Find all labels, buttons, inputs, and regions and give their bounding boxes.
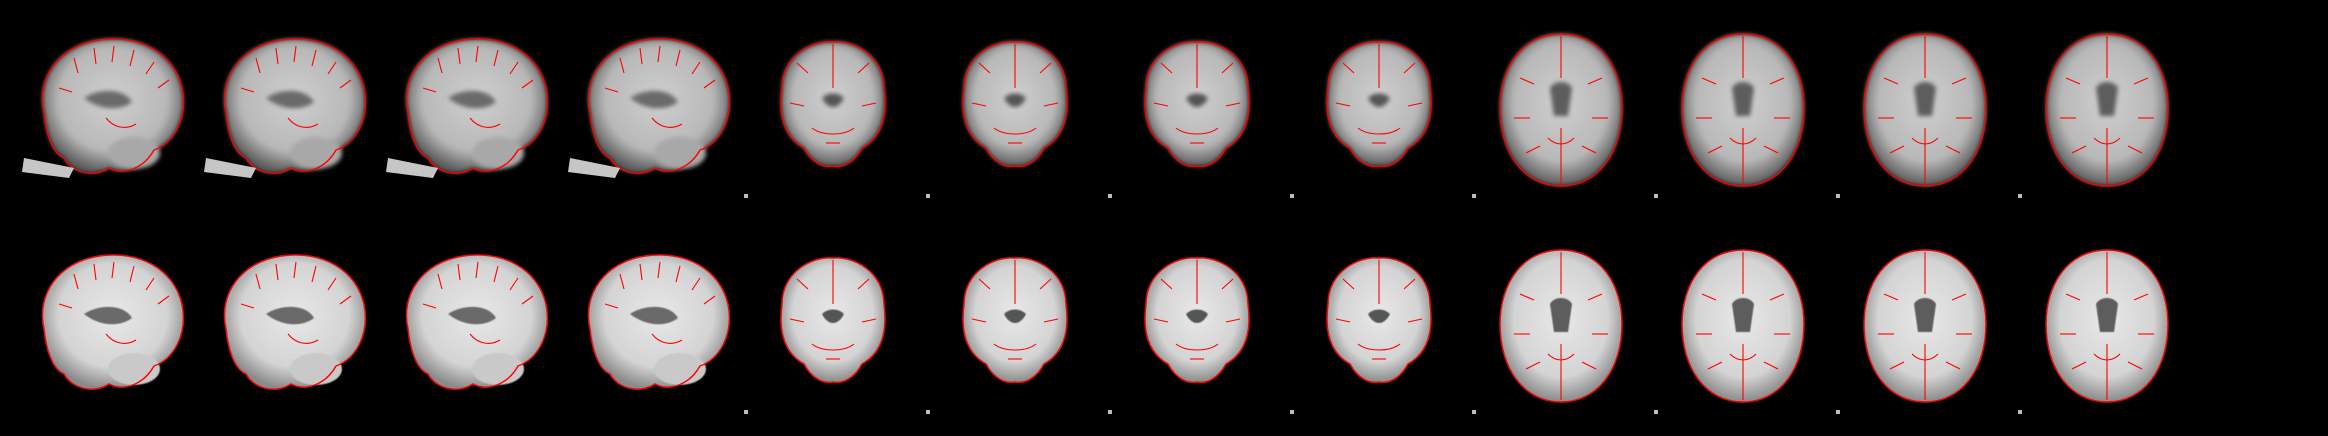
slice-axial-1-11 xyxy=(2016,234,2198,416)
slice-axial-0-11 xyxy=(2016,18,2198,200)
slice-coronal-1-5 xyxy=(924,234,1106,416)
contour-outline xyxy=(1144,41,1250,168)
slice-image-axial xyxy=(1499,249,1623,403)
slice-image-axial xyxy=(1681,249,1805,403)
slice-marker xyxy=(1108,194,1112,198)
contour-outline xyxy=(587,38,730,174)
contour-outline xyxy=(1326,257,1432,384)
contour-outline xyxy=(41,38,184,174)
contour-outline xyxy=(1681,33,1805,187)
contour-outline xyxy=(223,254,366,390)
contour-outline xyxy=(41,254,184,390)
slice-marker xyxy=(1472,194,1476,198)
slice-marker xyxy=(1472,410,1476,414)
contour-outline xyxy=(1681,249,1805,403)
slice-marker xyxy=(1836,194,1840,198)
slice-coronal-0-5 xyxy=(924,18,1106,200)
slice-image-axial xyxy=(1863,33,1987,187)
slice-image-coronal xyxy=(1144,41,1250,168)
slice-sagittal-0-1 xyxy=(196,18,378,200)
slice-axial-0-10 xyxy=(1834,18,2016,200)
slice-marker xyxy=(744,194,748,198)
slice-sagittal-1-0 xyxy=(14,234,196,416)
slice-axial-0-8 xyxy=(1470,18,1652,200)
slice-sagittal-1-3 xyxy=(560,234,742,416)
slice-axial-1-10 xyxy=(1834,234,2016,416)
slice-image-axial xyxy=(1681,33,1805,187)
slice-marker xyxy=(1654,410,1658,414)
contour-outline xyxy=(405,38,548,174)
contour-outline xyxy=(962,41,1068,168)
slice-marker xyxy=(926,194,930,198)
contour-outline xyxy=(1863,33,1987,187)
slice-marker xyxy=(926,410,930,414)
slice-image-coronal xyxy=(780,257,886,384)
slice-image-coronal xyxy=(1144,257,1250,384)
contour-outline xyxy=(587,254,730,390)
contour-outline xyxy=(1326,41,1432,168)
contour-outline xyxy=(405,254,548,390)
contour-outline xyxy=(962,257,1068,384)
slice-coronal-0-6 xyxy=(1106,18,1288,200)
slice-image-axial xyxy=(1863,249,1987,403)
slice-marker xyxy=(1836,410,1840,414)
slice-marker xyxy=(2018,410,2022,414)
slice-image-sagittal xyxy=(568,38,730,178)
slice-image-coronal xyxy=(962,257,1068,384)
slice-image-sagittal xyxy=(223,254,366,390)
contour-outline xyxy=(1863,249,1987,403)
contour-outline xyxy=(780,257,886,384)
contour-outline xyxy=(1499,249,1623,403)
slice-image-coronal xyxy=(1326,257,1432,384)
slice-sagittal-0-2 xyxy=(378,18,560,200)
contour-outline xyxy=(1144,257,1250,384)
slice-coronal-1-6 xyxy=(1106,234,1288,416)
slice-marker xyxy=(2018,194,2022,198)
slice-image-sagittal xyxy=(41,254,184,390)
slice-axial-0-9 xyxy=(1652,18,1834,200)
contour-outline xyxy=(780,41,886,168)
slice-marker xyxy=(1290,194,1294,198)
slice-image-coronal xyxy=(1326,41,1432,168)
slice-image-axial xyxy=(2045,249,2169,403)
slice-marker xyxy=(1654,194,1658,198)
slice-image-sagittal xyxy=(204,38,366,178)
contour-outline xyxy=(223,38,366,174)
slice-image-axial xyxy=(2045,33,2169,187)
slice-image-coronal xyxy=(780,41,886,168)
slice-sagittal-1-1 xyxy=(196,234,378,416)
slice-marker xyxy=(744,410,748,414)
slice-axial-1-9 xyxy=(1652,234,1834,416)
slice-image-sagittal xyxy=(587,254,730,390)
slice-marker xyxy=(1290,410,1294,414)
contour-outline xyxy=(1499,33,1623,187)
slice-image-axial xyxy=(1499,33,1623,187)
slice-sagittal-1-2 xyxy=(378,234,560,416)
slice-image-coronal xyxy=(962,41,1068,168)
contour-outline xyxy=(2045,33,2169,187)
slice-marker xyxy=(1108,410,1112,414)
slice-image-sagittal xyxy=(22,38,184,178)
slice-sagittal-0-3 xyxy=(560,18,742,200)
slice-image-sagittal xyxy=(405,254,548,390)
slice-coronal-0-4 xyxy=(742,18,924,200)
slice-coronal-1-7 xyxy=(1288,234,1470,416)
slice-sagittal-0-0 xyxy=(14,18,196,200)
slice-coronal-1-4 xyxy=(742,234,924,416)
slice-image-sagittal xyxy=(386,38,548,178)
contour-outline xyxy=(2045,249,2169,403)
slice-axial-1-8 xyxy=(1470,234,1652,416)
slice-coronal-0-7 xyxy=(1288,18,1470,200)
